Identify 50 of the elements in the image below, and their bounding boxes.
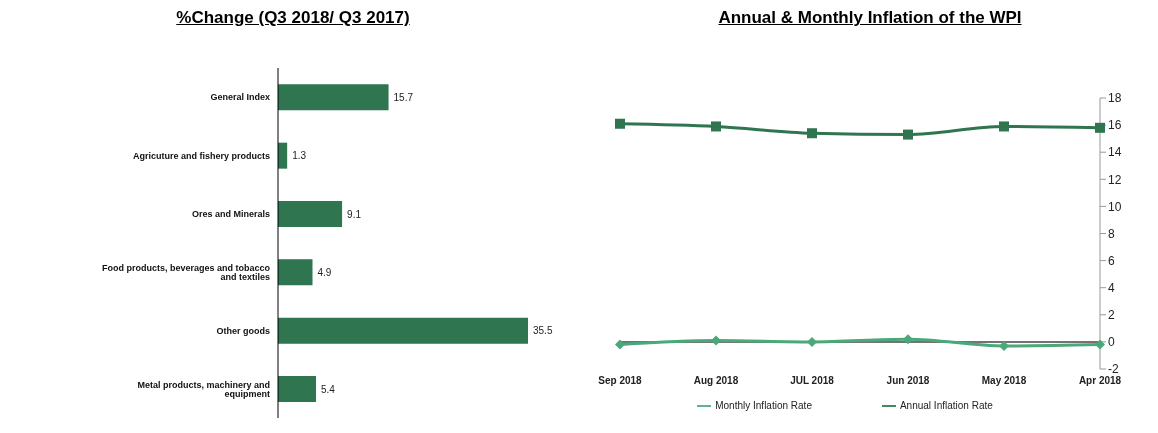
point (903, 129, 913, 140)
y-tick-label: Metal products, machinery and equipment (137, 379, 270, 399)
point (711, 121, 721, 132)
point (903, 334, 913, 345)
point (711, 335, 721, 346)
bar (278, 317, 528, 344)
bar (278, 259, 313, 286)
y-tick-label: 14 (1108, 145, 1122, 160)
y-tick-label: General Index (210, 92, 270, 103)
chart-title: Annual & Monthly Inflation of the WPI (717, 8, 1023, 29)
point (1095, 122, 1105, 133)
data-label: 1.3 (292, 150, 307, 162)
x-tick-label: Jun 2018 (886, 375, 930, 387)
point (999, 340, 1009, 351)
bar (278, 376, 317, 402)
y-tick-label: 6 (1108, 253, 1115, 268)
point (615, 339, 625, 350)
x-tick-label: Apr 2018 (1078, 375, 1122, 387)
y-tick-label: 4 (1108, 280, 1115, 295)
x-tick-label: Sep 2018 (598, 375, 643, 387)
y-tick-label: Agricuture and fishery products (132, 150, 270, 161)
x-tick-label: JUL 2018 (790, 375, 835, 387)
y-tick-label: 18 (1108, 91, 1122, 106)
y-tick-label: Ores and Minerals (191, 209, 270, 220)
bar (278, 201, 343, 227)
data-label: 35.5 (533, 325, 553, 337)
x-tick-label: May 2018 (981, 375, 1027, 387)
y-tick-label: 16 (1108, 118, 1122, 133)
y-tick-label: 12 (1108, 172, 1122, 187)
legend-label: Annual Inflation Rate (899, 399, 993, 411)
y-tick-label: Other goods (216, 325, 270, 336)
point (807, 128, 817, 139)
point (807, 336, 817, 347)
y-tick-label: 8 (1108, 226, 1115, 241)
data-label: 4.9 (317, 266, 332, 278)
y-tick-label: Food products, beverages and tobacco and textiles (101, 262, 271, 282)
data-label: 5.4 (321, 383, 336, 395)
y-tick-label: 0 (1108, 335, 1115, 350)
y-tick-label: 10 (1108, 199, 1122, 214)
point (1095, 339, 1105, 350)
x-tick-label: Aug 2018 (693, 375, 739, 387)
y-tick-label: 2 (1108, 308, 1115, 323)
data-label: 9.1 (347, 208, 362, 220)
bar (278, 84, 389, 111)
point (615, 118, 625, 129)
y-tick-label: -2 (1108, 362, 1119, 377)
point (999, 121, 1009, 132)
chart-title: %Change (Q3 2018/ Q3 2017) (175, 8, 411, 29)
legend-label: Monthly Inflation Rate (715, 399, 812, 411)
data-label: 15.7 (393, 91, 414, 103)
